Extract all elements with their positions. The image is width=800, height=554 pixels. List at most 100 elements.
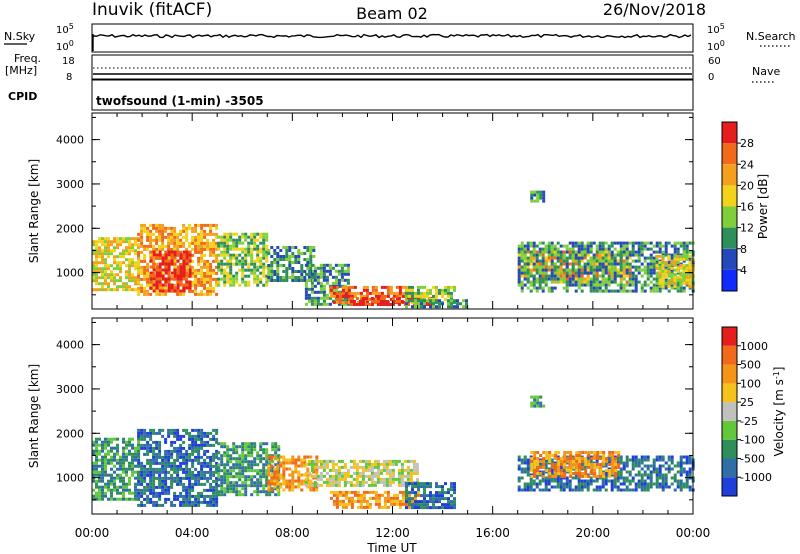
power-cell-11 — [601, 256, 605, 260]
power-cell-11 — [616, 271, 620, 275]
velocity-cell-1 — [191, 461, 195, 465]
velocity-cell-0 — [92, 473, 95, 477]
velocity-cell-2 — [223, 481, 227, 485]
power-cell-11 — [532, 262, 536, 266]
power-cell-9 — [423, 302, 426, 306]
power-cell-6 — [380, 291, 384, 295]
power-cell-5 — [346, 302, 350, 306]
power-cell-5 — [343, 272, 347, 276]
velocity-cell-2 — [232, 451, 236, 455]
power-cell-6 — [392, 294, 396, 298]
velocity-cell-7 — [616, 485, 620, 489]
velocity-cell-4 — [382, 483, 386, 487]
power-cell-5 — [346, 269, 350, 273]
power-cell-11 — [580, 277, 584, 281]
power-cell-0 — [107, 273, 110, 277]
power-cell-1 — [215, 244, 219, 248]
velocity-cell-7 — [577, 479, 581, 483]
power-cell-1 — [143, 265, 147, 269]
velocity-cell-1 — [209, 494, 213, 498]
velocity-cell-5 — [401, 496, 405, 500]
velocity-cell-0 — [101, 464, 104, 468]
velocity-cell-1 — [191, 464, 195, 468]
power-cell-1 — [200, 292, 204, 296]
power-cell-1 — [209, 232, 213, 236]
power-cell-7 — [355, 297, 359, 300]
velocity-cell-4 — [355, 477, 359, 481]
power-cell-6 — [374, 288, 378, 292]
power-cell-11 — [634, 286, 638, 290]
velocity-cell-3 — [294, 467, 298, 471]
power-cell-11 — [646, 274, 650, 278]
power-cell-11 — [652, 244, 656, 248]
velocity-cell-0 — [101, 497, 104, 501]
velocity-cell-4 — [310, 462, 314, 466]
power-cell-11 — [640, 274, 644, 278]
power-cell-5 — [304, 302, 308, 306]
velocity-cell-0 — [110, 479, 113, 483]
power-cell-8 — [420, 285, 423, 289]
power-cell-3 — [244, 235, 248, 239]
power-cell-1 — [146, 283, 150, 287]
power-cell-0 — [98, 240, 101, 244]
velocity-cell-1 — [194, 449, 198, 453]
velocity-cell-4 — [352, 477, 356, 481]
velocity-cell-0 — [131, 464, 134, 468]
power-cell-9 — [420, 299, 423, 303]
power-cell-12 — [667, 269, 671, 273]
velocity-cell-0 — [101, 479, 104, 483]
velocity-cell-2 — [238, 475, 242, 479]
velocity-cell-5 — [407, 493, 411, 497]
power-cell-4 — [282, 258, 286, 261]
velocity-cell-1 — [203, 440, 207, 444]
power-cell-11 — [574, 289, 578, 293]
power-cell-11 — [679, 289, 683, 293]
power-cell-11 — [586, 283, 590, 287]
velocity-cell-1 — [197, 461, 201, 465]
power-cell-7 — [361, 303, 365, 306]
power-cell-11 — [682, 241, 686, 245]
velocity-cell-0 — [101, 467, 104, 471]
velocity-cell-1 — [152, 488, 156, 492]
velocity-cell-2 — [277, 445, 281, 449]
velocity-cell-1 — [149, 443, 153, 447]
velocity-cell-1 — [170, 452, 174, 456]
power-cell-3 — [262, 271, 266, 275]
power-cell-3 — [235, 271, 239, 275]
power-cell-2 — [185, 280, 189, 284]
power-cell-6 — [401, 291, 405, 295]
power-cell-0 — [128, 279, 131, 283]
power-cell-1 — [161, 253, 165, 257]
power-cell-2 — [179, 256, 183, 260]
velocity-cell-1 — [200, 461, 204, 465]
velocity-cell-6 — [450, 482, 453, 486]
power-cell-5 — [319, 266, 323, 270]
velocity-cell-7 — [565, 476, 569, 480]
power-cell-3 — [220, 271, 224, 275]
power-cell-5 — [337, 278, 341, 282]
power-cell-2 — [188, 274, 192, 278]
power-cell-0 — [131, 237, 134, 241]
power-cell-5 — [316, 272, 320, 276]
velocity-cell-1 — [155, 470, 159, 474]
power-cell-11 — [538, 280, 542, 284]
velocity-cell-7 — [526, 488, 530, 492]
power-cell-3 — [226, 238, 230, 242]
power-cell-11 — [616, 262, 620, 266]
velocity-cell-1 — [197, 452, 201, 456]
velocity-cell-4 — [313, 474, 317, 478]
velocity-data — [92, 395, 695, 510]
power-cell-0 — [134, 282, 137, 286]
velocity-cell-1 — [167, 434, 171, 438]
power-cell-3 — [244, 280, 248, 284]
power-cell-7 — [355, 303, 359, 306]
velocity-cell-1 — [203, 500, 207, 504]
velocity-cell-1 — [194, 455, 198, 459]
velocity-cell-8 — [548, 460, 552, 463]
power-cell-12 — [664, 272, 668, 276]
velocity-cell-4 — [367, 468, 371, 472]
velocity-cell-1 — [209, 431, 213, 435]
power-cell-11 — [649, 271, 653, 275]
power-cell-11 — [556, 256, 560, 260]
power-cell-3 — [223, 277, 227, 281]
